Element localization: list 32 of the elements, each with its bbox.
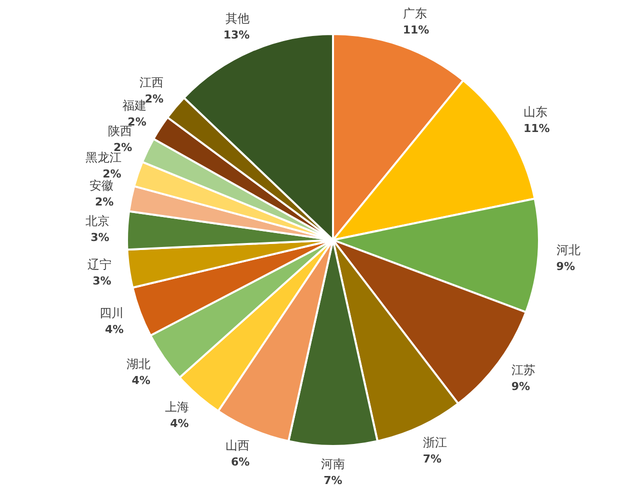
data-label: 9% [556,260,575,274]
slice-label: 浙江 [422,435,447,450]
data-label: 3% [90,231,110,244]
slice-label: 四川 [100,306,124,320]
data-label: 2% [102,168,122,181]
slice-label: 河南 [321,457,345,471]
slice-label: 山东 [523,104,548,119]
data-label: 2% [144,92,164,106]
data-label: 4% [170,417,189,430]
slice-label: 上海 [164,400,189,414]
slice-label: 山西 [226,438,250,452]
data-label: 7% [324,474,342,487]
slice-label: 福建 [122,98,146,113]
slice-label: 其他 [226,12,250,26]
slice-label: 北京 [85,214,110,228]
data-label: 11% [523,122,550,135]
data-label: 7% [422,452,442,466]
slice-label: 江苏 [511,363,536,378]
data-label: 2% [95,195,114,208]
data-label: 6% [231,455,250,468]
data-label: 4% [105,323,124,336]
data-label: 4% [132,374,150,388]
slice-label: 广东 [402,6,427,20]
data-label: 9% [511,380,530,394]
data-label: 11% [402,23,430,36]
slice-label: 河北 [556,243,580,258]
data-label: 13% [223,28,250,42]
data-label: 3% [92,274,112,288]
slice-label: 湖北 [126,357,150,372]
slice-label: 辽宁 [87,257,112,272]
slice-label: 江西 [140,76,164,90]
slice-label: 安徽 [90,178,114,192]
